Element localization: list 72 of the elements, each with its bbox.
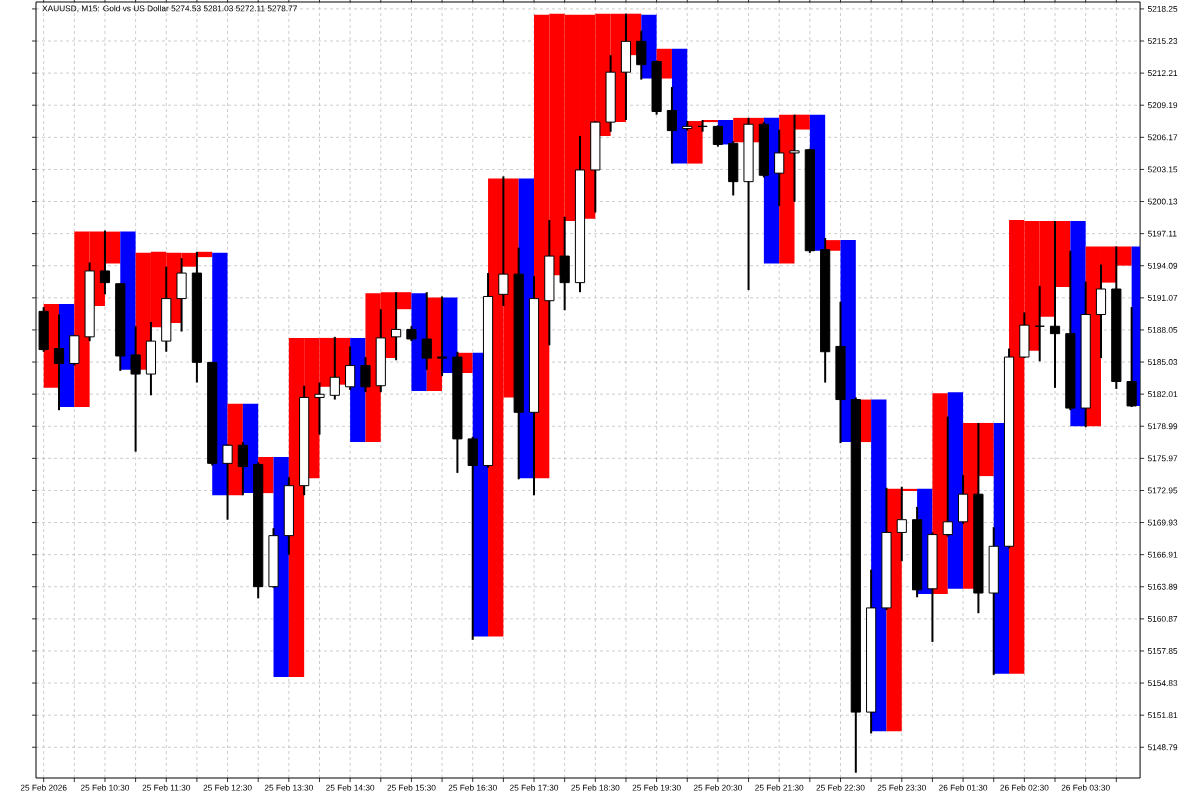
candlestick — [1034, 284, 1045, 363]
candlestick — [345, 345, 356, 391]
bar — [396, 292, 412, 310]
candlestick — [697, 118, 708, 133]
candlestick — [712, 124, 723, 148]
y-tick-label: 5172.95 — [1147, 487, 1178, 494]
y-tick-label: 5218.25 — [1147, 5, 1178, 12]
y-tick-label: 5191.07 — [1147, 294, 1178, 301]
bar — [1116, 246, 1132, 266]
x-tick-label: 25 Feb 10:30 — [80, 784, 130, 791]
candlestick — [314, 381, 325, 436]
y-tick-label: 5178.99 — [1147, 423, 1178, 430]
x-tick-label: 25 Feb 14:30 — [326, 784, 375, 791]
y-tick-label: 5148.79 — [1147, 744, 1178, 751]
candlestick — [789, 113, 800, 203]
y-tick-label: 5200.13 — [1147, 198, 1178, 205]
x-tick-label: 25 Feb 16:30 — [448, 784, 497, 791]
x-tick-label: 25 Feb 22:30 — [816, 784, 865, 791]
y-tick-label: 5157.85 — [1147, 648, 1178, 654]
x-tick-label: 25 Feb 20:30 — [693, 784, 743, 791]
candlestick — [666, 86, 678, 165]
y-tick-label: 5203.15 — [1147, 166, 1178, 173]
candlestick — [222, 443, 233, 521]
y-tick-label: 5160.87 — [1147, 615, 1178, 622]
y-tick-label: 5197.11 — [1147, 230, 1177, 237]
x-tick-label: 25 Feb 11:30 — [142, 784, 191, 791]
y-tick-label: 5169.93 — [1147, 519, 1178, 526]
candlestick — [360, 356, 371, 394]
candlestick — [237, 441, 248, 497]
candlestick — [636, 29, 647, 81]
x-tick-label: 25 Feb 17:30 — [509, 784, 559, 791]
candlestick — [99, 229, 111, 296]
candlestick — [467, 435, 478, 641]
x-tick-label: 26 Feb 03:30 — [1061, 784, 1110, 791]
candlestick — [1049, 219, 1061, 389]
y-tick-label: 5215.23 — [1147, 38, 1178, 44]
y-tick-label: 5209.19 — [1147, 102, 1178, 109]
y-tick-label: 5194.09 — [1147, 262, 1178, 269]
x-tick-label: 25 Feb 19:30 — [632, 784, 681, 791]
candlestick — [421, 291, 432, 371]
candlestick — [436, 295, 448, 378]
candlestick — [896, 485, 907, 563]
x-tick-label: 26 Feb 02:30 — [1000, 784, 1049, 791]
bar — [687, 121, 703, 164]
x-tick-label: 25 Feb 21:30 — [755, 784, 804, 791]
y-tick-label: 5163.89 — [1147, 583, 1178, 590]
y-tick-label: 5188.05 — [1147, 327, 1178, 333]
candlestick — [942, 415, 953, 538]
y-tick-label: 5185.03 — [1147, 359, 1178, 365]
candlestick — [53, 313, 65, 412]
candlestick — [391, 291, 402, 362]
candlestick — [498, 175, 509, 308]
candlestick — [130, 325, 141, 453]
y-tick-label: 5175.97 — [1147, 455, 1178, 462]
bar — [104, 231, 121, 264]
y-tick-label: 5151.81 — [1147, 712, 1178, 719]
y-tick-label: 5166.91 — [1147, 551, 1178, 558]
candlestick — [329, 335, 340, 401]
x-tick-label: 25 Feb 12:30 — [203, 784, 252, 791]
x-tick-label: 25 Feb 2026 — [20, 784, 67, 791]
x-tick-label: 25 Feb 23:30 — [877, 784, 926, 791]
bar — [978, 422, 994, 477]
y-tick-label: 5212.21 — [1147, 70, 1178, 77]
candlestick — [774, 128, 785, 208]
x-tick-label: 25 Feb 15:30 — [387, 784, 436, 791]
x-tick-label: 25 Feb 13:30 — [264, 784, 313, 791]
chart-title: XAUUSD, M15: Gold vs US Dollar 5274.53 5281.03 5272.11 5278.77 — [42, 5, 297, 13]
x-tick-label: 26 Feb 01:30 — [939, 784, 988, 791]
y-tick-label: 5206.17 — [1147, 134, 1178, 141]
y-tick-label: 5154.83 — [1147, 680, 1178, 687]
y-tick-label: 5182.01 — [1147, 391, 1178, 398]
x-tick-label: 25 Feb 18:30 — [571, 784, 620, 791]
